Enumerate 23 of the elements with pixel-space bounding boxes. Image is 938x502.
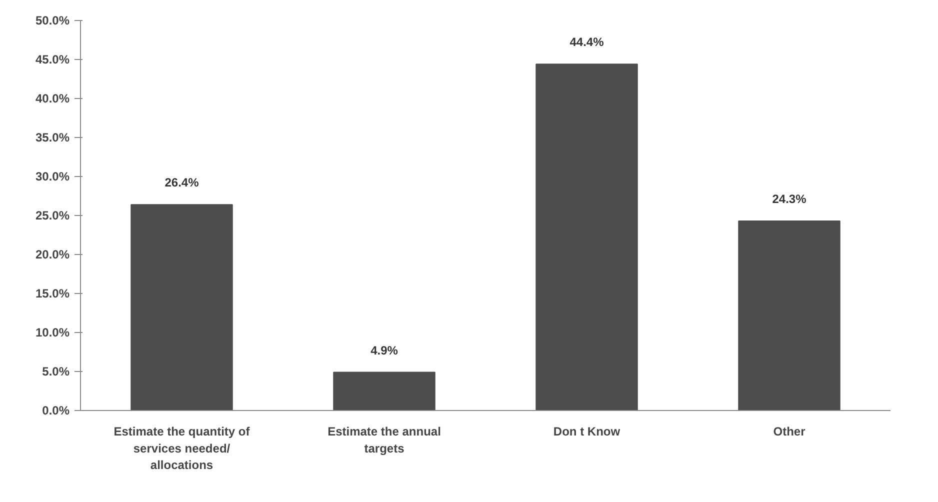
- bar: [333, 372, 436, 410]
- bar: [130, 204, 233, 410]
- x-tick-label: Other: [773, 424, 806, 438]
- y-tick-label: 25.0%: [35, 208, 70, 222]
- y-tick-label: 50.0%: [35, 14, 70, 28]
- y-tick-label: 20.0%: [35, 248, 70, 262]
- y-tick-label: 10.0%: [35, 326, 70, 340]
- bar: [536, 64, 638, 410]
- y-tick-label: 5.0%: [42, 364, 70, 378]
- x-tick-label: Estimate the quantity of services needed/ allocations: [114, 424, 251, 472]
- y-tick-label: 40.0%: [35, 92, 70, 106]
- x-tick-label: Estimate the annual targets: [328, 424, 441, 456]
- data-label: 24.3%: [772, 192, 807, 206]
- bar: [738, 220, 840, 410]
- y-tick-label: 15.0%: [35, 286, 70, 300]
- y-tick-label: 45.0%: [35, 52, 70, 66]
- y-tick-label: 30.0%: [35, 170, 70, 184]
- data-label: 26.4%: [164, 176, 200, 190]
- data-label: 4.9%: [370, 343, 398, 358]
- x-tick-label: Don t Know: [553, 424, 621, 438]
- y-tick-label: 35.0%: [35, 130, 70, 144]
- y-tick-label: 0.0%: [42, 404, 70, 418]
- data-label: 44.4%: [570, 35, 604, 50]
